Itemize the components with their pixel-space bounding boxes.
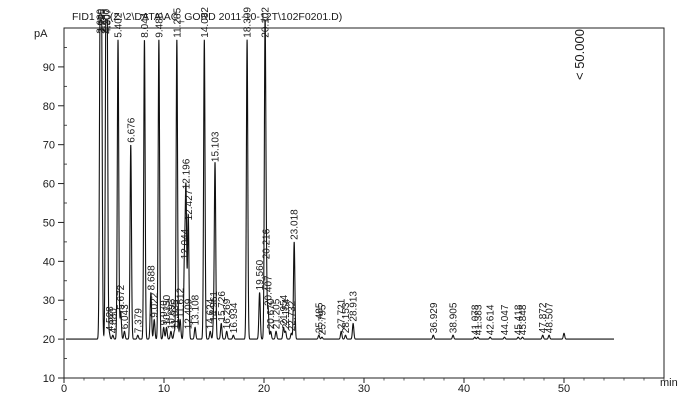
peak-label: 14.624 — [206, 298, 217, 329]
peak-label: 16.934 — [229, 302, 240, 333]
peak-label: 4.200 — [102, 8, 113, 33]
peak-label: 13.108 — [191, 294, 202, 325]
peak-label: 22.732 — [287, 300, 298, 331]
peak-label: 4.307 — [103, 8, 114, 33]
peak-label: 4.528 — [105, 306, 116, 331]
peak-label: 7.379 — [133, 308, 144, 333]
y-tick-label: 60 — [43, 179, 55, 191]
x-axis-label: min — [660, 377, 678, 389]
peak-label: 28.913 — [349, 291, 360, 322]
y-tick-label: 50 — [43, 217, 55, 229]
x-tick-label: 0 — [61, 383, 67, 393]
peak-label: 45.418 — [514, 304, 525, 335]
peak-label: 9.970 — [159, 300, 170, 325]
peak-label: 47.872 — [538, 302, 549, 333]
peak-label: 12.427 — [184, 189, 195, 220]
peak-label: 10.693 — [166, 298, 177, 329]
peak-label: 18.309 — [243, 7, 254, 38]
peak-label: 11.612 — [176, 287, 187, 317]
y-tick-label: 20 — [43, 334, 55, 346]
peak-label: 9.488 — [154, 12, 165, 37]
x-tick-label: 20 — [258, 383, 270, 393]
peak-label: 44.047 — [500, 304, 511, 335]
y-axis-label: pA — [34, 28, 48, 40]
peak-label: 36.929 — [429, 302, 440, 333]
signal-line — [66, 19, 614, 340]
peak-label: 12.044 — [180, 228, 191, 259]
peak-label: 41.383 — [473, 304, 484, 335]
peak-label: 20.102 — [261, 7, 272, 38]
chart-title: FID1 A, (Z:\2\DATA\AC_GORD 2011-10-12T\1… — [72, 11, 342, 23]
peak-label: 41.078 — [470, 304, 481, 335]
peak-label: 15.103 — [211, 131, 222, 162]
peak-label: 8.688 — [146, 265, 157, 290]
x-tick-label: 50 — [558, 383, 570, 393]
peak-label: 6.043 — [120, 304, 131, 329]
peak-label: 6.676 — [126, 117, 137, 142]
peak-label: 14.032 — [200, 7, 211, 38]
peak-label: 15.726 — [217, 291, 228, 322]
peak-label: 11.285 — [172, 7, 183, 37]
y-tick-label: 40 — [43, 256, 55, 268]
y-tick-label: 70 — [43, 140, 55, 152]
peak-label: 12.409 — [184, 298, 195, 329]
peak-label: 21.205 — [272, 298, 283, 329]
peak-label: 28.153 — [341, 302, 352, 333]
peak-label: 20.670 — [266, 298, 277, 329]
peak-label: 16.269 — [222, 298, 233, 329]
peak-label: 38.905 — [449, 302, 460, 333]
y-tick-label: 10 — [43, 373, 55, 385]
peak-label: 3.609 — [96, 8, 107, 33]
peak-label: 25.485 — [314, 302, 325, 333]
peak-label: 3.755 — [97, 8, 108, 33]
y-tick-label: 80 — [43, 101, 55, 113]
peak-label: 11.035 — [170, 299, 181, 329]
peak-label: 14.961 — [209, 291, 220, 322]
axis-ticks: 10 20 30 40 50 60 70 80 90 0 10 20 30 40 50 — [43, 47, 665, 393]
peak-label: 45.848 — [518, 304, 529, 335]
peak-label: 27.721 — [337, 298, 348, 329]
chromatogram-trace — [66, 19, 614, 340]
x-tick-label: 40 — [458, 383, 470, 393]
peak-label: 25.795 — [317, 304, 328, 335]
peak-label: 20.407 — [264, 275, 275, 306]
peak-label: 5.672 — [116, 284, 127, 309]
peak-label: 48.507 — [545, 302, 556, 333]
peak-label: 42.614 — [486, 304, 497, 335]
off-scale-label: < 50.000 — [572, 29, 587, 80]
peak-label: 20.216 — [262, 228, 273, 259]
peak-label: 9.022 — [150, 292, 161, 317]
peak-label: 19.560 — [255, 259, 266, 290]
peak-label: 22.154 — [281, 298, 292, 329]
peak-label: 21.954 — [279, 294, 290, 325]
peak-label: 23.018 — [290, 209, 301, 240]
y-tick-label: 90 — [43, 62, 55, 74]
peak-label: 10.250 — [162, 294, 173, 325]
x-tick-label: 10 — [158, 383, 170, 393]
peak-label: 5.402 — [114, 12, 125, 37]
x-tick-label: 30 — [358, 383, 370, 393]
peak-label: 4.880 — [108, 308, 119, 333]
peak-label: 8.044 — [140, 12, 151, 37]
y-tick-label: 30 — [43, 295, 55, 307]
peak-label: 12.196 — [182, 158, 193, 189]
